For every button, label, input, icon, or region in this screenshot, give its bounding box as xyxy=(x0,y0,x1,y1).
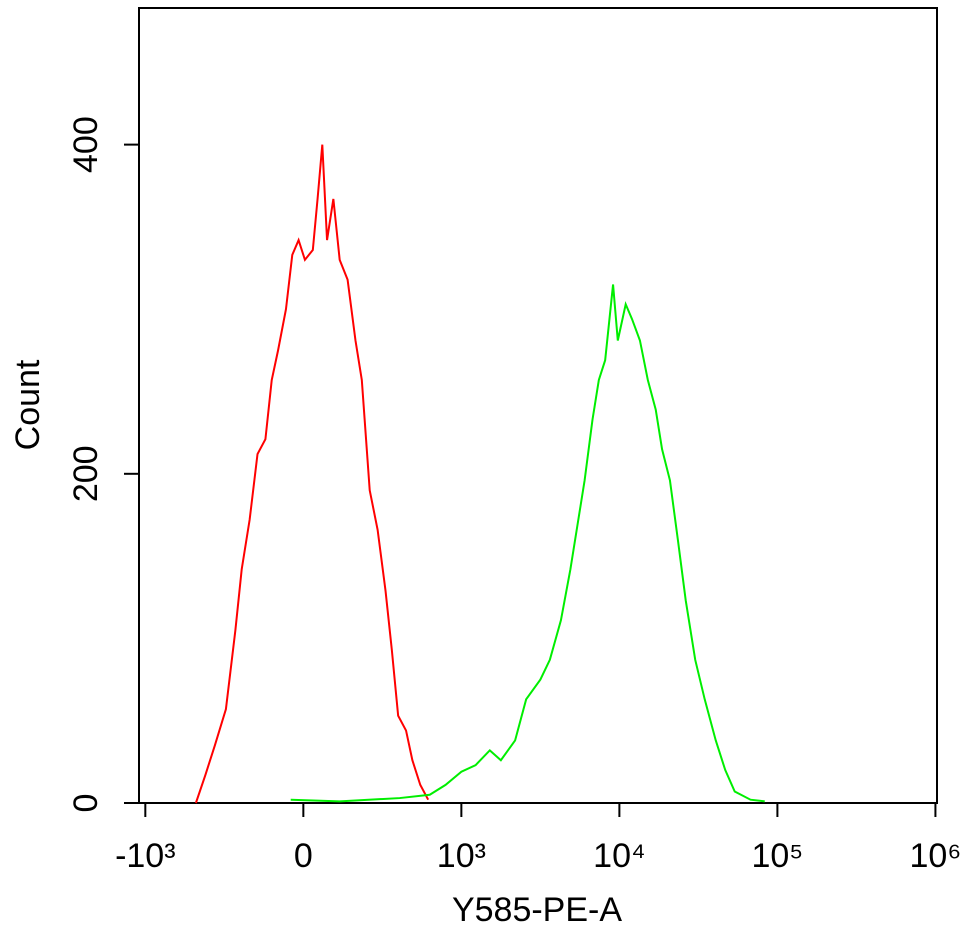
y-axis-label: Count xyxy=(9,359,47,450)
y-tick-label: 400 xyxy=(67,116,105,173)
x-tick-label: 10³ xyxy=(437,837,486,875)
x-tick-label: 10⁴ xyxy=(593,837,645,875)
x-tick-label: 0 xyxy=(294,837,313,875)
histogram-line xyxy=(290,284,765,803)
x-tick-label: 10⁶ xyxy=(910,837,961,875)
histogram-line xyxy=(194,144,430,804)
x-axis-label: Y585-PE-A xyxy=(452,891,622,929)
x-tick-label: -10³ xyxy=(115,837,175,875)
y-tick-label: 200 xyxy=(67,445,105,502)
y-tick-label: 0 xyxy=(67,794,105,813)
x-tick-label: 10⁵ xyxy=(751,837,803,875)
plot-frame xyxy=(138,7,938,804)
